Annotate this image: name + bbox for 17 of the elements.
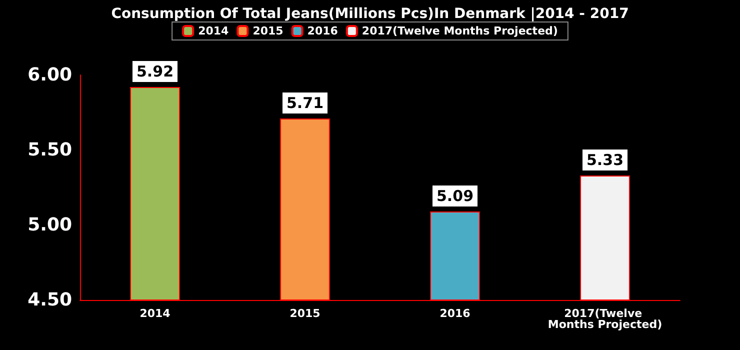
data-label: 5.09 xyxy=(436,187,474,205)
x-tick-label: 2014 xyxy=(140,307,171,320)
y-tick-label: 6.00 xyxy=(28,64,72,86)
x-tick-label: 2016 xyxy=(440,307,471,320)
x-tick-label: 2017(Twelve Months Projected) xyxy=(548,307,662,331)
data-label: 5.71 xyxy=(286,94,324,112)
legend-label: 2015 xyxy=(252,24,284,38)
chart-title: Consumption Of Total Jeans(Millions Pcs)In Denmark |2014 - 2017 xyxy=(111,6,629,22)
x-tick-label: 2015 xyxy=(290,307,320,320)
y-tick-label: 5.50 xyxy=(28,140,72,160)
y-tick-label: 5.00 xyxy=(28,214,72,236)
legend-label: 2016 xyxy=(307,24,338,38)
legend-label: 2017(Twelve Months Projected) xyxy=(362,24,558,38)
legend-label: 2014 xyxy=(198,24,230,38)
data-label: 5.33 xyxy=(586,151,624,169)
data-label: 5.92 xyxy=(136,62,174,80)
y-tick-label: 4.50 xyxy=(28,290,72,310)
